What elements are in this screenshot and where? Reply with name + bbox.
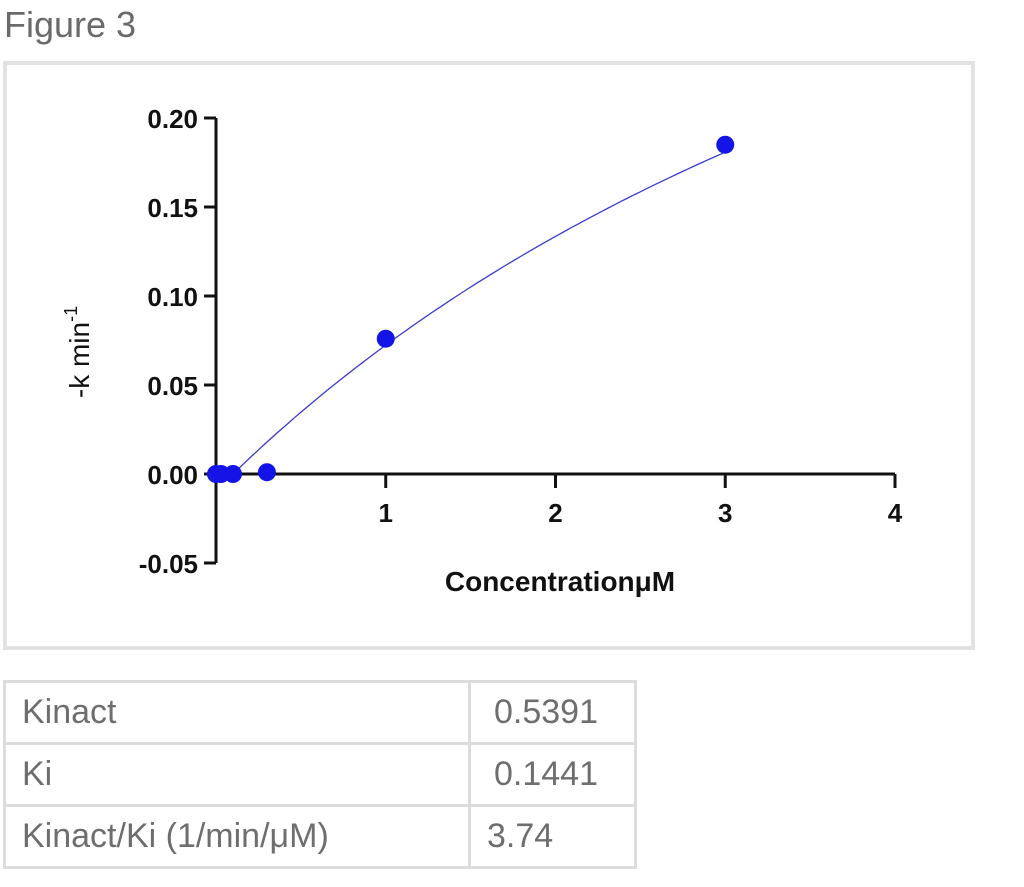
data-point [257,463,276,482]
data-point [223,465,242,483]
y-axis-label: -k min-1 [61,306,95,398]
y-axis-label-superscript: -1 [61,306,81,322]
row-label: Ki [3,742,471,807]
fit-curve-layer [232,151,726,475]
data-point [716,135,735,154]
x-axis-label: ConcentrationμM [445,566,675,597]
data-point [376,329,395,348]
x-tick-label: 3 [718,498,732,528]
axes: 0.20 0.15 0.10 0.05 0.00 -0.05 1 2 3 4 [139,104,903,579]
row-label: Kinact [3,680,471,745]
row-value: 3.74 [468,804,637,869]
y-tick-label: 0.05 [147,371,198,401]
row-value: 0.5391 [468,680,637,745]
row-value: 0.1441 [468,742,637,807]
y-axis-label-text: -k min [64,322,95,398]
chart-frame: 0.20 0.15 0.10 0.05 0.00 -0.05 1 2 3 4 -k min-1 C… [3,61,975,650]
table-row: Kinact/Ki (1/min/μM) 3.74 [3,804,637,869]
x-tick-label: 1 [379,498,393,528]
y-tick-label: 0.10 [147,282,198,312]
y-tick-label: 0.20 [147,104,198,134]
table-row: Kinact 0.5391 [3,680,637,745]
row-label: Kinact/Ki (1/min/μM) [3,804,471,869]
figure-caption: Figure 3 [4,4,137,45]
chart-svg: 0.20 0.15 0.10 0.05 0.00 -0.05 1 2 3 4 -k min-1 C… [61,104,903,597]
y-tick-label: 0.15 [147,193,198,223]
results-table: Kinact 0.5391 Ki 0.1441 Kinact/Ki (1/min… [3,680,637,869]
y-tick-label: -0.05 [139,549,198,579]
table-row: Ki 0.1441 [3,742,637,807]
x-tick-label: 4 [888,498,903,528]
fit-curve [232,151,726,475]
y-tick-label: 0.00 [147,460,198,490]
data-points-layer [207,135,735,483]
x-tick-label: 2 [548,498,562,528]
